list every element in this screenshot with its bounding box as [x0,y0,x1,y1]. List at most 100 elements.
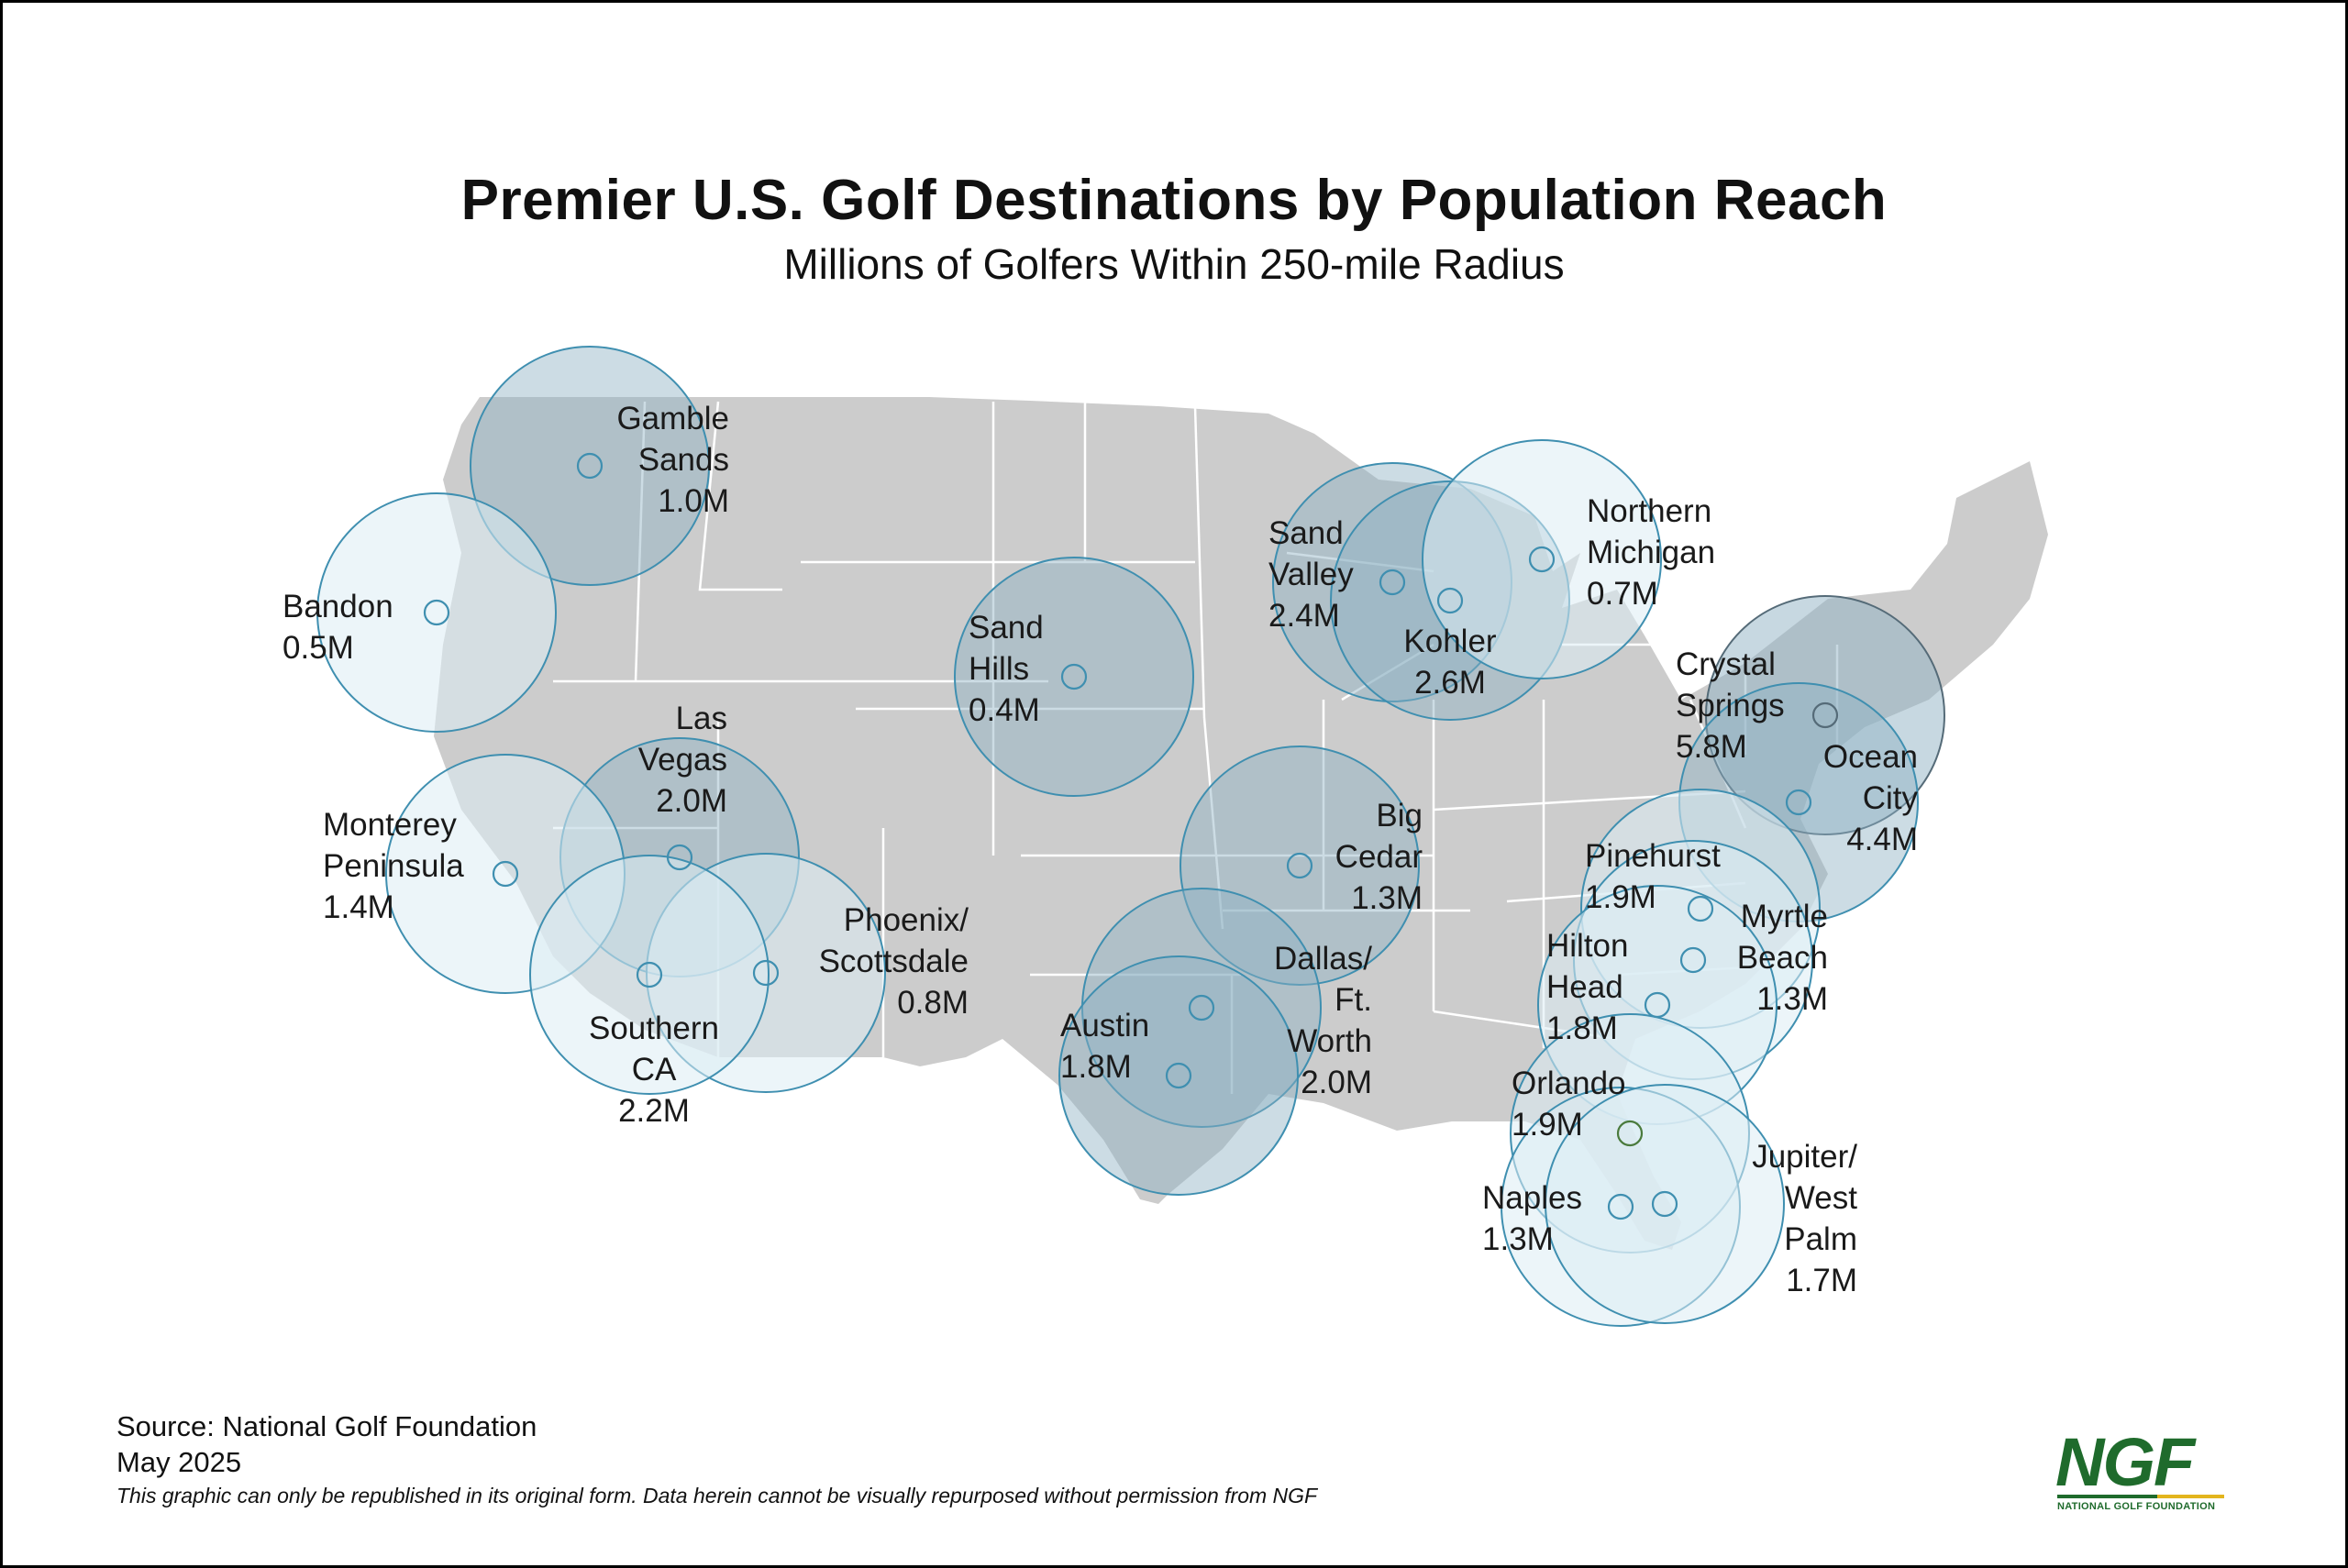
marker-southern-ca [636,961,663,988]
label-name-sand-valley: Sand [1268,515,1344,551]
label-name-ocean-city: Ocean [1823,739,1918,775]
label-name-big-cedar: Cedar [1335,839,1423,875]
marker-kohler [1436,587,1464,614]
reach-circle-jupiter-west-palm [1545,1084,1785,1324]
state-border-7 [1202,717,1224,930]
label-name-pinehurst: Pinehurst [1585,838,1721,874]
marker-sand-hills [1060,663,1088,690]
marker-sand-valley [1379,569,1406,596]
source-note: Source: National Golf Foundation [116,1410,537,1442]
marker-gamble-sands [576,452,604,480]
logo-text: NATIONAL GOLF FOUNDATION [2057,1501,2216,1512]
marker-northern-michigan [1528,546,1556,573]
label-name-las-vegas: Vegas [638,742,727,778]
state-border-4 [1193,405,1206,719]
label-name-naples: Naples [1482,1180,1582,1216]
page-subtitle: Millions of Golfers Within 250-mile Radi… [783,240,1565,288]
reach-circle-crystal-springs [1705,595,1945,835]
marker-austin [1165,1062,1192,1089]
marker-naples [1607,1193,1634,1220]
label-value-dallas-ft-worth: 2.0M [1301,1065,1372,1100]
label-dallas-ft-worth: Dallas/Ft. Worth 2.0M [1274,941,1372,1100]
reach-circles [316,346,1945,1327]
label-northern-michigan: Northern Michigan 0.7M [1587,493,1715,612]
label-hilton-head: Hilton Head 1.8M [1546,928,1628,1046]
label-value-phoenix-scottsdale: 0.8M [897,985,969,1021]
state-border-1 [698,401,782,591]
label-name-gamble-sands: Sands [638,442,729,478]
label-austin: Austin 1.8M [1060,1008,1149,1085]
label-value-jupiter-west-palm: 1.7M [1786,1263,1857,1298]
label-sand-valley: Sand Valley 2.4M [1268,515,1354,634]
label-value-northern-michigan: 0.7M [1587,576,1658,612]
marker-pinehurst [1687,895,1714,922]
label-value-las-vegas: 2.0M [656,783,727,819]
label-value-sand-hills: 0.4M [969,692,1040,728]
date-note: May 2025 [116,1446,242,1478]
label-value-hilton-head: 1.8M [1546,1010,1618,1046]
label-name-jupiter-west-palm: West [1785,1180,1857,1216]
label-name-crystal-springs: Springs [1676,688,1785,723]
marker-monterey-peninsula [492,860,519,888]
marker-myrtle-beach [1679,946,1707,974]
marker-phoenix-scottsdale [752,959,780,987]
label-name-orlando: Orlando [1512,1066,1626,1101]
label-value-ocean-city: 4.4M [1846,822,1918,857]
label-kohler: Kohler 2.6M [1403,624,1497,701]
label-value-big-cedar: 1.3M [1351,880,1423,916]
label-orlando: Orlando 1.9M [1512,1066,1626,1143]
label-name-jupiter-west-palm: Jupiter/ [1752,1139,1857,1175]
label-name-southern-ca: Southern [589,1010,719,1046]
label-value-bandon: 0.5M [282,630,354,666]
reach-circle-bandon [316,492,557,733]
label-name-northern-michigan: Michigan [1587,535,1715,570]
label-name-southern-ca: CA [632,1052,677,1088]
label-naples: Naples 1.3M [1482,1180,1582,1257]
label-name-hilton-head: Head [1546,969,1623,1005]
label-name-bandon: Bandon [282,589,393,624]
marker-bandon [423,599,450,626]
marker-jupiter-west-palm [1651,1190,1678,1218]
page-title: Premier U.S. Golf Destinations by Popula… [460,169,1888,232]
state-border-25 [1341,643,1434,701]
marker-hilton-head [1644,991,1671,1019]
label-value-orlando: 1.9M [1512,1107,1583,1143]
label-name-gamble-sands: Gamble [616,401,729,436]
label-name-myrtle-beach: Myrtle [1741,899,1828,934]
label-value-crystal-springs: 5.8M [1676,729,1747,765]
reach-circle-southern-ca [529,855,770,1095]
label-name-las-vegas: Las [676,701,727,736]
label-crystal-springs: Crystal Springs 5.8M [1676,646,1785,765]
label-value-naples: 1.3M [1482,1221,1554,1257]
label-value-austin: 1.8M [1060,1049,1132,1085]
label-myrtle-beach: Myrtle Beach 1.3M [1737,899,1828,1017]
label-big-cedar: Big Cedar 1.3M [1335,798,1423,916]
label-name-myrtle-beach: Beach [1737,940,1828,976]
label-las-vegas: Las Vegas 2.0M [638,701,727,819]
label-name-monterey-peninsula: Monterey [323,807,457,843]
label-name-dallas-ft-worth: Dallas/ [1274,941,1372,977]
label-value-myrtle-beach: 1.3M [1756,981,1828,1017]
label-name-phoenix-scottsdale: Scottsdale [819,944,969,979]
label-name-big-cedar: Big [1376,798,1423,834]
logo-mark: NGF [2055,1424,2195,1500]
marker-big-cedar [1286,852,1313,879]
label-name-northern-michigan: Northern [1587,493,1711,529]
marker-ocean-city [1785,789,1812,816]
label-value-gamble-sands: 1.0M [658,483,729,519]
republish-disclaimer: This graphic can only be republished in … [116,1484,1318,1507]
reach-circle-big-cedar [1180,745,1420,986]
reach-circle-northern-michigan [1422,439,1662,679]
marker-orlando [1616,1120,1644,1147]
label-pinehurst: Pinehurst 1.9M [1585,838,1721,915]
state-border-0 [634,401,647,682]
label-southern-ca: Southern CA 2.2M [589,1010,719,1129]
marker-dallas-ft-worth [1188,994,1215,1021]
ngf-logo: NGF NATIONAL GOLF FOUNDATION [2050,1429,2233,1516]
label-name-crystal-springs: Crystal [1676,646,1776,682]
label-jupiter-west-palm: Jupiter/West Palm 1.7M [1752,1139,1857,1298]
label-monterey-peninsula: Monterey Peninsula 1.4M [323,807,464,925]
